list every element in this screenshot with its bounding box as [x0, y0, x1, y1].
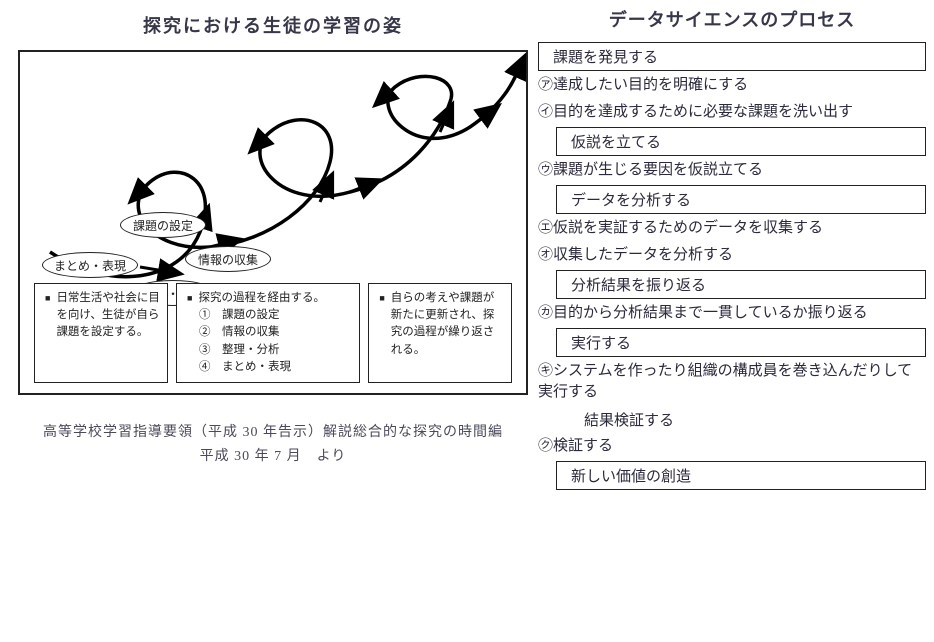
inquiry-diagram: 課題の設定 情報の収集 整理・分析 まとめ・表現 日常生活や社会に目を向け、生徒… — [18, 50, 528, 395]
bottom-box-2: 自らの考えや課題が新たに更新され、探究の過程が繰り返される。 — [368, 283, 512, 383]
citation-line2: 平成 30 年 7 月 より — [18, 445, 528, 469]
process-box: 実行する — [556, 328, 926, 357]
circled-marker: ㋓ — [538, 218, 553, 239]
process-sub: ㋕目的から分析結果まで一貫しているか振り返る — [538, 301, 926, 328]
circled-marker: ㋒ — [538, 160, 553, 181]
process-sub: ㋑目的を達成するために必要な課題を洗い出す — [538, 100, 926, 127]
circled-marker: ㋐ — [538, 75, 553, 96]
citation: 高等学校学習指導要領（平成 30 年告示）解説総合的な探究の時間編 平成 30 … — [18, 421, 528, 469]
circled-marker: ㋗ — [538, 436, 553, 457]
process-sub: ㋐達成したい目的を明確にする — [538, 73, 926, 100]
bottom-box-1: 探究の過程を経由する。① 課題の設定② 情報の収集③ 整理・分析④ まとめ・表現 — [176, 283, 360, 383]
process-sub: ㋖システムを作ったり組織の構成員を巻き込んだりして実行する — [538, 359, 926, 407]
cycle-label-summarize: まとめ・表現 — [42, 252, 138, 278]
process-list: 課題を発見する㋐達成したい目的を明確にする㋑目的を達成するために必要な課題を洗い… — [538, 42, 926, 490]
circled-marker: ㋔ — [538, 245, 553, 266]
process-box: データを分析する — [556, 185, 926, 214]
cycle-label-topic: 課題の設定 — [120, 212, 206, 238]
process-box: 新しい価値の創造 — [556, 461, 926, 490]
circled-marker: ㋕ — [538, 303, 553, 324]
left-panel: 探究における生徒の学習の姿 課題の設定 情報の収集 整理・分析 — [0, 0, 538, 642]
process-box: 分析結果を振り返る — [556, 270, 926, 299]
process-sub: ㋒課題が生じる要因を仮説立てる — [538, 158, 926, 185]
process-box: 仮説を立てる — [556, 127, 926, 156]
circled-marker: ㋖ — [538, 361, 553, 382]
right-panel: データサイエンスのプロセス 課題を発見する㋐達成したい目的を明確にする㋑目的を達… — [538, 0, 934, 642]
process-box: 課題を発見する — [538, 42, 926, 71]
left-title: 探究における生徒の学習の姿 — [18, 12, 528, 38]
process-sub: ㋓仮説を実証するためのデータを収集する — [538, 216, 926, 243]
right-title: データサイエンスのプロセス — [538, 6, 926, 32]
bottom-box-0: 日常生活や社会に目を向け、生徒が自ら課題を設定する。 — [34, 283, 168, 383]
circled-marker: ㋑ — [538, 102, 553, 123]
process-sub: ㋗検証する — [538, 434, 926, 461]
process-sub: ㋔収集したデータを分析する — [538, 243, 926, 270]
process-result: 結果検証する — [538, 407, 926, 434]
cycle-label-collect: 情報の収集 — [185, 246, 271, 272]
citation-line1: 高等学校学習指導要領（平成 30 年告示）解説総合的な探究の時間編 — [18, 421, 528, 445]
bottom-boxes: 日常生活や社会に目を向け、生徒が自ら課題を設定する。探究の過程を経由する。① 課… — [34, 283, 512, 383]
